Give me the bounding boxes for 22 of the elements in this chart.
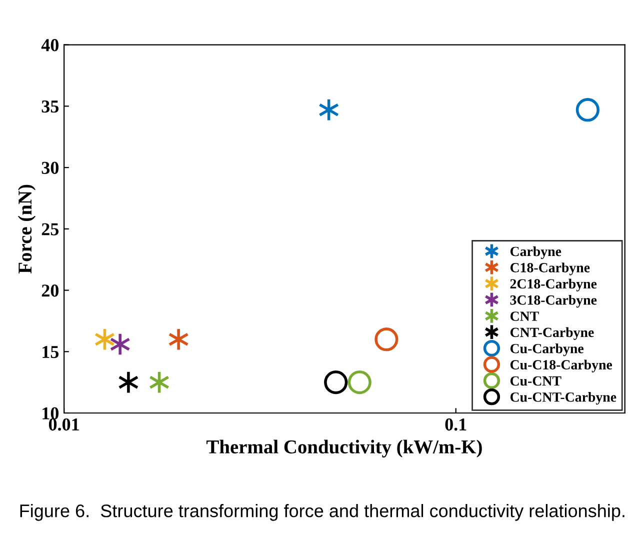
y-tick-label: 20 xyxy=(42,284,59,297)
y-tick-label: 40 xyxy=(41,39,59,52)
y-tick-label: 10 xyxy=(42,407,59,420)
legend-label: CNT xyxy=(510,312,539,321)
legend-label: Cu-CNT xyxy=(510,376,562,386)
legend-label: 2C18-Carbyne xyxy=(510,278,597,292)
caption: Figure 6. Structure transforming force and thermal conductivity relationship. xyxy=(20,504,624,521)
x-tick-label: 0.01 xyxy=(48,418,79,431)
x-axis-title: Thermal Conductivity (kW/m-K) xyxy=(206,440,482,458)
legend-label: C18-Carbyne xyxy=(510,262,590,276)
legend-label: Carbyne xyxy=(510,246,562,260)
legend-label: CNT-Carbyne xyxy=(510,327,594,340)
y-tick-label: 30 xyxy=(42,162,59,174)
x-tick-label: 0.1 xyxy=(445,418,466,431)
legend-label: 3C18-Carbyne xyxy=(510,294,597,308)
legend-label: Cu-C18-Carbyne xyxy=(510,360,612,372)
y-tick-label: 35 xyxy=(42,100,59,113)
legend-label: Cu-CNT-Carbyne xyxy=(510,392,616,405)
y-tick-label: 15 xyxy=(42,346,59,358)
y-axis-title: Force (nN) xyxy=(18,184,36,274)
legend-label: Cu-Carbyne xyxy=(510,343,584,356)
y-tick-label: 25 xyxy=(42,223,59,236)
